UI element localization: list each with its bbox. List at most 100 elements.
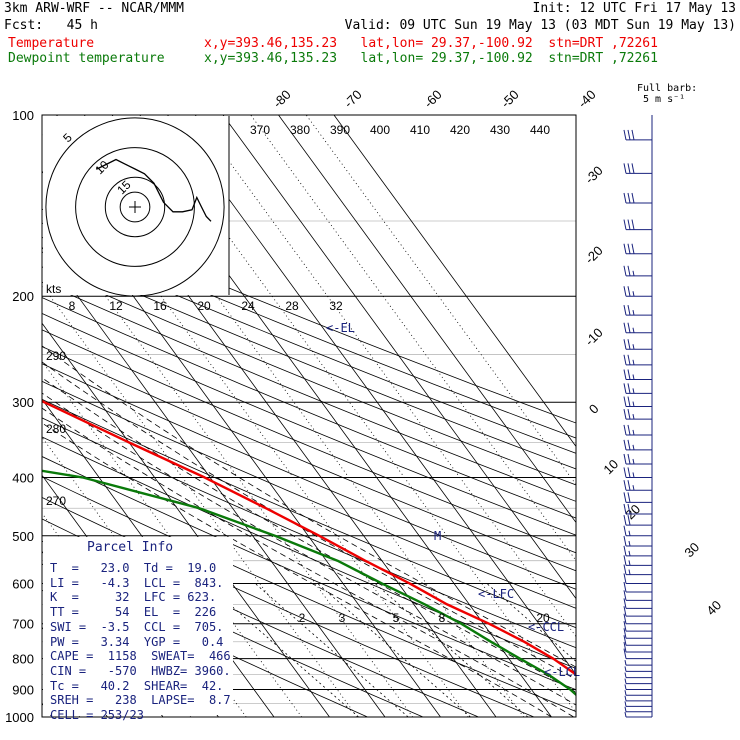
- isotherm-line: [333, 115, 576, 448]
- isotherm-label: -70: [341, 87, 365, 111]
- hodograph-axis-tick: 8: [69, 299, 76, 313]
- dry-adiabat: [42, 346, 576, 572]
- barb-flag: [623, 621, 627, 632]
- dry-adiabat: [42, 236, 576, 454]
- barb-half-flag: [624, 706, 627, 712]
- hodograph-axis-tick: 32: [329, 299, 343, 313]
- barb-flag: [627, 424, 631, 436]
- barb-half-flag: [632, 485, 635, 491]
- theta-label: 420: [450, 123, 470, 137]
- pressure-label: 200: [12, 289, 34, 304]
- barb-flag: [627, 383, 631, 394]
- hodograph-axis-label: kts: [46, 282, 61, 296]
- isotherm-line: [194, 115, 576, 638]
- barb-flag: [623, 648, 627, 659]
- forecast-hour: Fcst: 45 h: [4, 18, 98, 33]
- isotherm-label: -80: [270, 87, 294, 111]
- theta-label: 430: [490, 123, 510, 137]
- barb-flag: [623, 515, 627, 526]
- isotherm-line: [42, 322, 330, 717]
- barb-half-flag: [628, 530, 631, 536]
- barb-half-flag: [632, 327, 635, 333]
- barb-flag: [627, 439, 631, 450]
- pressure-label: 1000: [5, 710, 34, 725]
- hodograph-axis-tick: 28: [285, 299, 299, 313]
- barb-half-flag: [624, 684, 627, 690]
- barb-half-flag: [632, 388, 635, 394]
- hodograph-bg: [43, 116, 229, 295]
- valid-time: Valid: 09 UTC Sun 19 May 13 (03 MDT Sun …: [344, 18, 736, 33]
- barb-flag: [623, 635, 627, 646]
- barb-flag: [623, 453, 627, 465]
- barb-flag: [627, 369, 631, 380]
- dry-adiabat: [42, 398, 576, 629]
- wind-barbs: [623, 115, 653, 718]
- pressure-label: 400: [12, 470, 34, 485]
- dry-adiabat: [42, 208, 576, 424]
- isotherm-line: [250, 115, 576, 562]
- parcel-info-row: Tc = 40.2 SHEAR= 42.: [50, 678, 224, 693]
- dry-adiabat: [42, 456, 576, 691]
- barb-flag: [627, 480, 631, 491]
- barb-flag: [627, 339, 631, 350]
- barb-flag: [627, 305, 631, 316]
- barb-flag: [623, 409, 627, 420]
- barb-flag: [623, 525, 627, 536]
- dewpoint-curve: [42, 469, 576, 697]
- barb-flag: [627, 492, 631, 503]
- barb-flag: [631, 219, 635, 230]
- isotherm-line: [139, 115, 576, 714]
- parcel-info-row: CELL = 253/23: [50, 708, 144, 722]
- barb-half-flag: [628, 560, 631, 566]
- barb-half-flag: [632, 458, 635, 465]
- level-annotation: <-LFC: [478, 587, 514, 601]
- barb-half-flag: [632, 344, 635, 350]
- pressure-label: 500: [12, 529, 34, 544]
- theta-label-left: 290: [46, 349, 66, 363]
- barb-flag: [623, 590, 627, 601]
- isotherm-label: -60: [421, 87, 445, 111]
- isotherm-line: [42, 208, 414, 717]
- parcel-info-row: T = 23.0 Td = 19.0: [50, 561, 217, 575]
- barb-flag: [623, 129, 627, 141]
- temperature-legend: Temperature: [8, 36, 95, 51]
- temperature-location: x,y=393.46,135.23 lat,lon= 29.37,-100.92…: [204, 36, 658, 51]
- barb-flag: [627, 192, 631, 204]
- barb-flag: [623, 564, 627, 575]
- barb-flag: [627, 243, 631, 254]
- barb-flag: [627, 163, 631, 174]
- barb-half-flag: [624, 711, 627, 718]
- dry-adiabat: [42, 281, 576, 502]
- barb-flag: [631, 163, 635, 174]
- barb-flag: [623, 369, 627, 380]
- barb-flag: [623, 628, 627, 639]
- barb-key-title: Full barb:: [637, 83, 698, 94]
- dry-adiabat: [42, 329, 576, 554]
- barb-half-flag: [628, 540, 631, 547]
- dewpoint-legend: Dewpoint temperature: [8, 51, 165, 66]
- pressure-label: 900: [12, 682, 34, 697]
- theta-label-left: 270: [46, 494, 66, 508]
- barb-half-flag: [624, 695, 627, 701]
- isotherm-label: -30: [582, 163, 606, 187]
- isotherm-line: [42, 284, 358, 717]
- mixing-ratio-line: [374, 583, 529, 717]
- pressure-label: 600: [12, 576, 34, 591]
- barb-flag: [623, 641, 627, 653]
- barb-half-flag: [632, 291, 635, 297]
- isotherm-label: -40: [575, 87, 599, 111]
- isotherm-line: [278, 115, 576, 524]
- theta-label: 400: [370, 123, 390, 137]
- isotherm-line: [167, 115, 576, 676]
- pressure-label: 700: [12, 617, 34, 632]
- level-annotation: <-LCL: [544, 665, 580, 679]
- model-title: 3km ARW-WRF -- NCAR/MMM: [4, 1, 185, 16]
- barb-flag: [627, 286, 631, 297]
- barb-flag: [623, 192, 627, 204]
- isotherm-label: 10: [600, 456, 621, 477]
- parcel-info-title: Parcel Info: [87, 540, 174, 555]
- theta-label: 370: [250, 123, 270, 137]
- barb-flag: [623, 243, 627, 254]
- barb-half-flag: [632, 414, 635, 420]
